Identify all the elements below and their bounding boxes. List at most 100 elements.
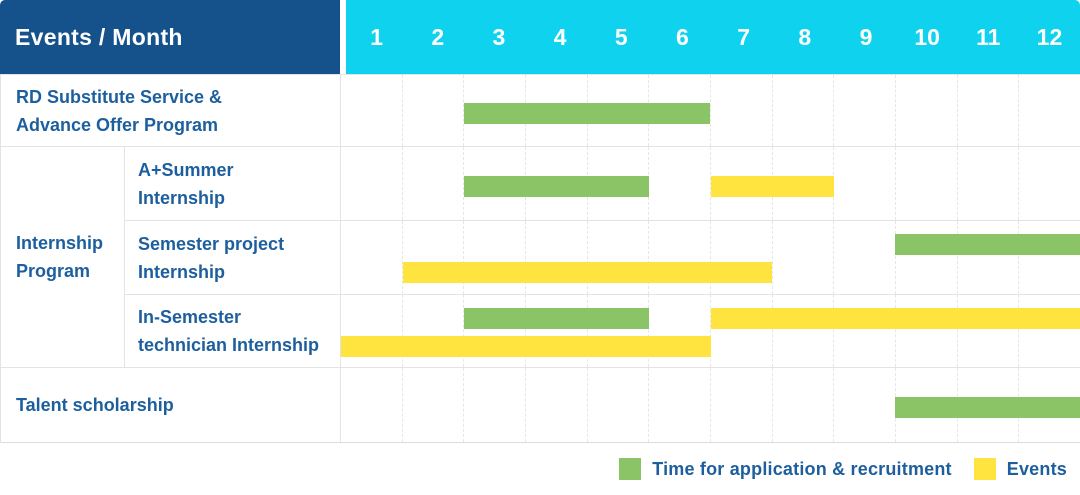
legend-item-application: Time for application & recruitment [619,458,952,480]
header-title: Events / Month [15,24,183,51]
month-header-cell: 6 [652,0,713,74]
legend-item-event: Events [974,458,1067,480]
month-gridline [1019,75,1080,146]
gantt-bar-event [711,308,1080,329]
month-gridline [403,368,465,442]
gantt-bar-event [711,176,834,197]
month-header-cell: 10 [897,0,958,74]
month-gridline [464,221,526,294]
gantt-bar-application [464,176,649,197]
gantt-bar-event [403,262,773,283]
subrow-label-line: Internship [138,258,340,286]
month-gridline [958,221,1020,294]
subrow-label-line: In-Semester [138,303,340,331]
month-gridline [341,368,403,442]
internship-subrows: A+Summer Internship Semester project Int… [125,147,1080,367]
month-gridline [958,147,1020,220]
month-gridline [526,368,588,442]
month-header-cell: 5 [591,0,652,74]
timeline-semester-project [341,221,1080,294]
month-gridline [834,221,896,294]
legend-label-application: Time for application & recruitment [652,459,952,480]
subrow-label-semester-project: Semester project Internship [125,221,341,294]
month-header-cell: 11 [958,0,1019,74]
month-header-cell: 2 [407,0,468,74]
timeline-in-semester-technician [341,295,1080,367]
gantt-bar-application [464,103,710,124]
month-gridline [834,295,896,367]
month-gridline [711,368,773,442]
subrow-in-semester-technician: In-Semester technician Internship [125,295,1080,367]
row-group-internship-program: Internship Program A+Summer Internship S… [1,147,1080,368]
row-label-line: Advance Offer Program [16,111,340,139]
month-gridline [1019,295,1080,367]
group-label-internship-program: Internship Program [1,147,125,367]
month-gridline [403,75,465,146]
month-gridline [958,295,1020,367]
gantt-bar-application [895,234,1080,255]
group-label-line: Internship [16,229,124,257]
month-gridline [773,295,835,367]
month-gridline [526,221,588,294]
month-gridline [1019,221,1080,294]
subrow-label-in-semester-technician: In-Semester technician Internship [125,295,341,367]
gantt-bar-application [895,397,1080,418]
row-talent-scholarship: Talent scholarship [1,368,1080,442]
schedule-grid: RD Substitute Service & Advance Offer Pr… [0,74,1080,443]
month-gridline [588,368,650,442]
month-gridline [649,368,711,442]
month-gridline [711,221,773,294]
month-gridline [711,75,773,146]
row-rd-substitute: RD Substitute Service & Advance Offer Pr… [1,75,1080,147]
month-gridline [896,221,958,294]
month-gridline [773,75,835,146]
month-header-cell: 4 [530,0,591,74]
month-gridline [649,221,711,294]
month-header-cell: 1 [346,0,407,74]
month-gridline [958,75,1020,146]
subrow-label-line: technician Internship [138,331,340,359]
month-header-cell: 3 [468,0,529,74]
month-gridline [1019,147,1080,220]
header-events-month-cell: Events / Month [0,0,340,74]
gantt-bar-application [464,308,649,329]
month-gridline [341,147,403,220]
month-header-cell: 9 [835,0,896,74]
subrow-label-line: Internship [138,184,340,212]
month-gridline [834,75,896,146]
month-gridline [403,221,465,294]
month-gridline [896,147,958,220]
subrow-label-a-plus-summer: A+Summer Internship [125,147,341,220]
timeline-a-plus-summer [341,147,1080,220]
month-gridline [341,221,403,294]
subrow-label-line: A+Summer [138,156,340,184]
month-gridline [834,368,896,442]
legend-swatch-event [974,458,996,480]
subrow-label-line: Semester project [138,230,340,258]
month-gridline [834,147,896,220]
month-gridline [711,295,773,367]
timeline-talent-scholarship [341,368,1080,442]
month-gridline [588,221,650,294]
legend: Time for application & recruitment Events [0,443,1080,495]
row-label-talent-scholarship: Talent scholarship [1,368,341,442]
subrow-semester-project: Semester project Internship [125,221,1080,295]
row-label-line: Talent scholarship [16,391,340,419]
subrow-a-plus-summer: A+Summer Internship [125,147,1080,221]
row-label-line: RD Substitute Service & [16,83,340,111]
month-gridline [649,147,711,220]
legend-swatch-application [619,458,641,480]
month-gridline [773,221,835,294]
month-gridline [773,368,835,442]
month-gridline [341,75,403,146]
month-gridline [896,295,958,367]
month-header-cell: 7 [713,0,774,74]
timeline-rd-substitute [341,75,1080,146]
group-label-line: Program [16,257,124,285]
month-gridline [464,368,526,442]
month-header-cell: 8 [774,0,835,74]
legend-label-event: Events [1007,459,1067,480]
